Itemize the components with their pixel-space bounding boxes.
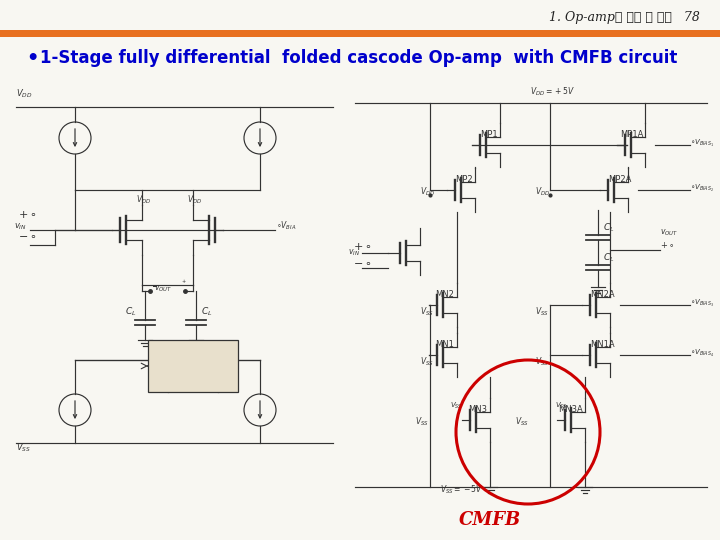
Text: $V_{SS}$: $V_{SS}$ [535, 356, 549, 368]
Text: Common
mode
feedback: Common mode feedback [176, 351, 210, 381]
Text: $v_{IN}$: $v_{IN}$ [14, 221, 27, 232]
Text: $V_{DD}$: $V_{DD}$ [136, 193, 151, 206]
Text: 1-Stage fully differential  folded cascode Op-amp  with CMFB circuit: 1-Stage fully differential folded cascod… [40, 49, 678, 67]
Text: $\circ V_{BIAS_1}$: $\circ V_{BIAS_1}$ [690, 138, 714, 149]
Text: $C_L$: $C_L$ [603, 251, 614, 264]
Text: $V_{SS}$: $V_{SS}$ [415, 416, 429, 429]
Text: MN3A: MN3A [558, 405, 582, 414]
Text: $C_L$: $C_L$ [603, 221, 614, 233]
Bar [148, 340, 238, 392]
Text: $+\circ$: $+\circ$ [18, 209, 37, 220]
Text: $+\circ$: $+\circ$ [353, 241, 372, 252]
Text: $V_{SS} = -5V$: $V_{SS} = -5V$ [440, 484, 483, 496]
Text: $V_{DD}$: $V_{DD}$ [535, 186, 550, 199]
Text: $v_{OUT}$: $v_{OUT}$ [154, 283, 172, 294]
Text: MN2: MN2 [435, 290, 454, 299]
Text: $v_{IN}$: $v_{IN}$ [348, 248, 360, 259]
Text: MN1: MN1 [435, 340, 454, 349]
Bar [0, 30, 720, 37]
Text: $V_{DD}$: $V_{DD}$ [16, 88, 32, 100]
Text: $\circ V_{BIAS_3}$: $\circ V_{BIAS_3}$ [690, 298, 714, 309]
Text: $-\circ$: $-\circ$ [18, 230, 37, 240]
Text: $-\circ$: $-\circ$ [353, 257, 372, 267]
Text: $V_{SS}$: $V_{SS}$ [555, 401, 568, 411]
Text: MP2: MP2 [455, 175, 472, 184]
Text: $V_{SS}$: $V_{SS}$ [535, 306, 549, 319]
Text: $\circ V_{BIA}$: $\circ V_{BIA}$ [276, 219, 297, 232]
Text: $v_{OUT}$: $v_{OUT}$ [660, 228, 678, 239]
Text: $V_{DD}$: $V_{DD}$ [420, 186, 435, 199]
Text: $C_L$: $C_L$ [201, 306, 212, 319]
Text: $V_{DD} = +5V$: $V_{DD} = +5V$ [530, 85, 575, 98]
Text: •: • [26, 49, 38, 68]
Text: $V_{SS}$: $V_{SS}$ [450, 401, 463, 411]
Text: MN3: MN3 [468, 405, 487, 414]
Text: $V_{DD}$: $V_{DD}$ [187, 193, 202, 206]
Text: $^+$: $^+$ [180, 280, 186, 286]
Text: MP1A: MP1A [620, 130, 644, 139]
Text: 1. Op-amp의 구조 및 특성   78: 1. Op-amp의 구조 및 특성 78 [549, 11, 700, 24]
Text: $V_{SS}$: $V_{SS}$ [420, 356, 434, 368]
Text: CMFB: CMFB [459, 511, 521, 529]
Text: MN1A: MN1A [590, 340, 615, 349]
Text: $\circ V_{BIAS_2}$: $\circ V_{BIAS_2}$ [690, 183, 714, 194]
Text: $\circ V_{BIAS_4}$: $\circ V_{BIAS_4}$ [690, 348, 714, 359]
Text: $C_L$: $C_L$ [125, 306, 137, 319]
Text: MP1: MP1 [480, 130, 498, 139]
Text: $\overline{\ }$: $\overline{\ }$ [152, 283, 156, 289]
Text: MP2A: MP2A [608, 175, 631, 184]
Text: MN2A: MN2A [590, 290, 615, 299]
Text: $+\circ$: $+\circ$ [660, 240, 675, 250]
Text: $V_{SS}$: $V_{SS}$ [16, 441, 31, 454]
Text: $V_{SS}$: $V_{SS}$ [515, 416, 529, 429]
Text: $V_{SS}$: $V_{SS}$ [420, 306, 434, 319]
